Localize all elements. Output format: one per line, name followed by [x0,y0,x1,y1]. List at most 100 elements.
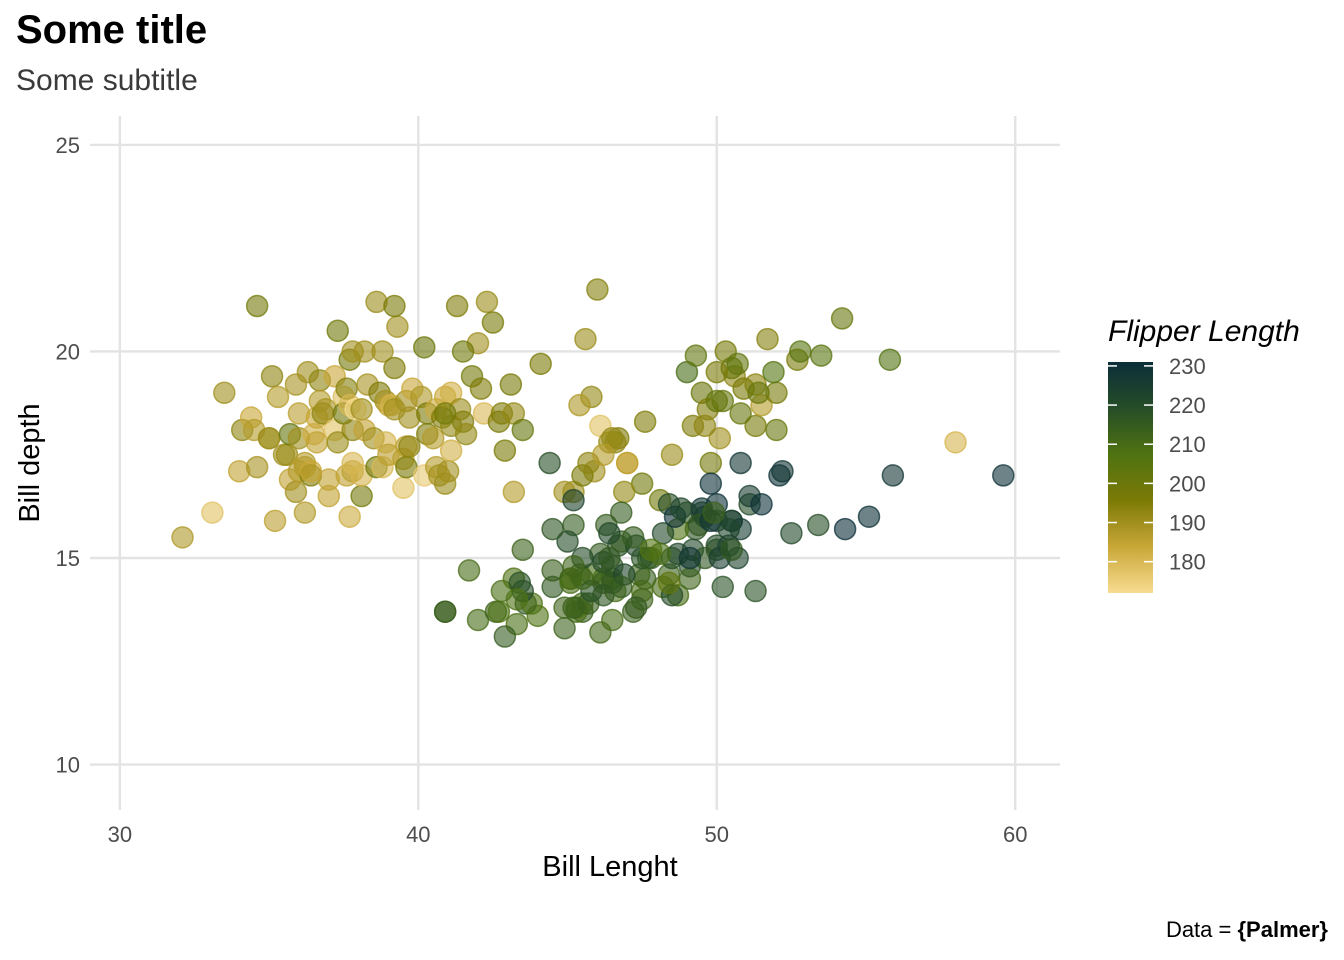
data-point [433,402,457,425]
legend-title: Flipper Length [1108,315,1300,348]
data-point [350,398,373,421]
data-point [598,521,621,545]
data-point [317,484,341,508]
data-point [660,443,684,466]
data-point [493,625,517,648]
data-point [421,426,445,450]
data-point [171,526,194,549]
data-point [747,381,770,405]
data-point [469,377,493,400]
data-point [454,422,478,446]
caption-prefix: Data = [1165,917,1238,942]
data-point [436,460,460,483]
data-point [556,530,579,553]
data-point [505,588,529,611]
data-point [610,575,633,599]
data-point [338,505,361,528]
data-point [678,546,702,570]
legend-tick-label: 230 [1169,354,1206,379]
data-point [830,307,854,330]
chart-subtitle: Some subtitle [16,64,198,97]
data-point [615,451,639,475]
data-point [699,451,723,475]
data-point [553,616,576,640]
data-caption: Data = {Palmer} [1166,917,1328,943]
data-point [789,340,812,363]
data-point [493,439,517,462]
data-point [553,596,576,619]
data-point [562,555,585,578]
data-point [750,493,773,516]
data-point [213,381,236,405]
data-point [481,311,505,334]
data-point [305,431,329,454]
data-point [944,431,967,454]
data-point [702,501,726,524]
data-point [744,579,767,603]
data-point [729,402,752,425]
data-point [756,327,779,351]
data-point [699,472,723,495]
data-point [371,340,394,363]
data-point [992,464,1015,487]
x-tick-label: 60 [1003,822,1027,847]
data-point [392,476,415,500]
data-point [657,571,681,595]
data-point [257,426,281,450]
data-point [639,538,663,561]
legend-tick-label: 220 [1169,393,1206,418]
data-point [445,294,469,318]
legend-tick-label: 190 [1169,511,1206,536]
data-point [293,501,317,524]
data-point [538,451,561,475]
data-point [633,410,657,433]
x-tick-label: 50 [705,822,729,847]
data-point [260,365,284,388]
data-point [621,600,645,623]
data-point [780,521,803,545]
data-point [574,327,597,351]
x-tick-label: 30 [108,822,132,847]
data-point [592,443,615,466]
data-point [568,393,591,417]
data-point [711,575,734,599]
data-point [708,426,732,450]
legend-tick-label: 180 [1169,550,1206,575]
data-point [765,418,788,442]
data-point [729,451,752,475]
y-tick-label: 20 [56,339,80,364]
data-point [511,538,535,561]
y-axis-label: Bill depth [14,403,46,522]
data-point [475,290,499,314]
data-point [541,517,564,541]
data-point [326,431,349,454]
y-tick-label: 10 [56,753,80,778]
data-point [383,294,406,318]
data-point [245,294,269,318]
data-point [684,344,708,367]
data-points [171,278,1015,648]
data-point [529,352,552,376]
data-point [383,356,406,380]
data-point [833,517,857,541]
data-point [502,480,526,504]
data-point [386,315,409,338]
data-point [451,340,475,363]
x-axis-label: Bill Lenght [542,851,677,883]
legend-tick-label: 210 [1169,432,1206,457]
data-point [586,278,609,301]
data-point [717,517,740,541]
data-point [511,418,535,442]
y-tick-label: 15 [56,546,80,571]
legend-colorbar [1108,362,1153,593]
data-point [610,501,633,524]
data-point [669,497,693,520]
data-point [762,360,785,384]
data-point [705,360,729,384]
chart-title: Some title [16,8,208,52]
data-point [598,546,621,570]
data-point [711,389,734,413]
data-point [720,538,743,561]
data-point [433,600,457,623]
